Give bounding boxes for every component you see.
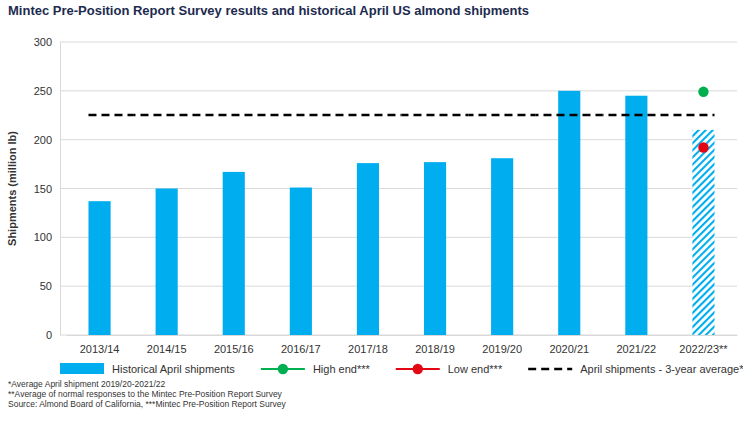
title: Mintec Pre-Position Report Survey result…: [8, 3, 529, 18]
y-tick-label: 100: [34, 231, 52, 243]
y-axis-title: Shipments (million lb): [6, 131, 18, 246]
y-tick: 100: [34, 231, 52, 243]
series-scatter: [698, 142, 708, 152]
y-tick-label: 150: [34, 183, 52, 195]
legend-item: High end***: [261, 363, 371, 375]
x-tick: 2015/16: [214, 343, 254, 355]
x-tick: 2013/14: [80, 343, 120, 355]
x-tick-label: 2019/20: [482, 343, 522, 355]
x-tick: 2018/19: [415, 343, 455, 355]
bar: [424, 162, 446, 335]
y-tick-label: 250: [34, 85, 52, 97]
x-tick-label: 2013/14: [80, 343, 120, 355]
bar: [357, 163, 379, 335]
line-segment: [402, 114, 469, 117]
series-bar: [88, 91, 714, 335]
legend-swatch: [528, 368, 572, 371]
bar: [156, 189, 178, 336]
line-segment: [334, 114, 401, 117]
y-axis-line: [60, 43, 61, 336]
legend: Historical April shipments High end*** Low…: [60, 363, 743, 375]
y-tick-label: 300: [34, 36, 52, 48]
grid: [60, 42, 737, 335]
y-tick-label: 0: [46, 329, 52, 341]
legend-label: High end***: [313, 363, 371, 375]
x-tick-label: 2020/21: [549, 343, 589, 355]
y-tick-label: 200: [34, 134, 52, 146]
y-tick: 300: [34, 36, 52, 48]
chart: Mintec Pre-Position Report Survey result…: [0, 0, 743, 423]
point: [698, 142, 708, 152]
bar: [223, 172, 245, 335]
line-segment: [200, 114, 267, 117]
legend-marker: [413, 364, 423, 374]
x-tick-label: 2014/15: [147, 343, 187, 355]
line-segment: [267, 114, 334, 117]
series-line: [88, 114, 714, 115]
grid-line: [60, 42, 737, 43]
x-tick: 2014/15: [147, 343, 187, 355]
x-tick-label: 2021/22: [616, 343, 656, 355]
x-tick-label: 2022/23**: [679, 343, 728, 355]
bar: [88, 201, 110, 335]
bar: [625, 96, 647, 335]
line-segment: [469, 114, 536, 117]
x-axis: 2013/14 2014/15 2015/16 2016/17 2017/18 2018/…: [67, 336, 738, 355]
x-tick: 2019/20: [482, 343, 522, 355]
y-tick-label: 50: [40, 280, 52, 292]
x-tick: 2017/18: [348, 343, 388, 355]
line-segment: [670, 114, 715, 117]
x-tick-label: 2015/16: [214, 343, 254, 355]
x-tick: 2022/23**: [679, 343, 728, 355]
x-tick: 2021/22: [616, 343, 656, 355]
legend-item: Low end***: [396, 363, 503, 375]
legend-swatch: [60, 363, 104, 374]
legend-item: April shipments - 3-year average*: [528, 363, 743, 375]
y-axis: 0 50 100 150 200 250 300: [34, 36, 61, 341]
legend-item: Historical April shipments: [60, 363, 235, 375]
y-tick: 50: [40, 280, 52, 292]
legend-marker: [278, 364, 288, 374]
line-segment: [88, 114, 133, 117]
y-tick: 200: [34, 134, 52, 146]
y-tick: 150: [34, 183, 52, 195]
y-tick: 250: [34, 85, 52, 97]
notes: *Average April shipment 2019/20-2021/22*…: [8, 379, 287, 409]
x-tick-label: 2018/19: [415, 343, 455, 355]
line-segment: [603, 114, 670, 117]
bar: [491, 158, 513, 335]
bar: [558, 91, 580, 335]
series-scatter: [698, 87, 708, 97]
line-segment: [536, 114, 603, 117]
bar: [692, 130, 714, 335]
line-segment: [133, 114, 200, 117]
point: [698, 87, 708, 97]
grid-line: [60, 90, 737, 91]
bar: [290, 188, 312, 335]
legend-label: Low end***: [448, 363, 503, 375]
x-tick: 2016/17: [281, 343, 321, 355]
plot-area: [88, 87, 714, 335]
x-tick-label: 2017/18: [348, 343, 388, 355]
x-tick-label: 2016/17: [281, 343, 321, 355]
footnote: **Average of normal responses to the Min…: [8, 389, 283, 399]
x-tick: 2020/21: [549, 343, 589, 355]
footnote: *Average April shipment 2019/20-2021/22: [8, 379, 165, 389]
y-tick: 0: [46, 329, 52, 341]
legend-label: Historical April shipments: [112, 363, 235, 375]
legend-label: April shipments - 3-year average*: [580, 363, 743, 375]
x-axis-line: [67, 335, 738, 336]
footnote: Source: Almond Board of California, ***M…: [8, 399, 287, 409]
